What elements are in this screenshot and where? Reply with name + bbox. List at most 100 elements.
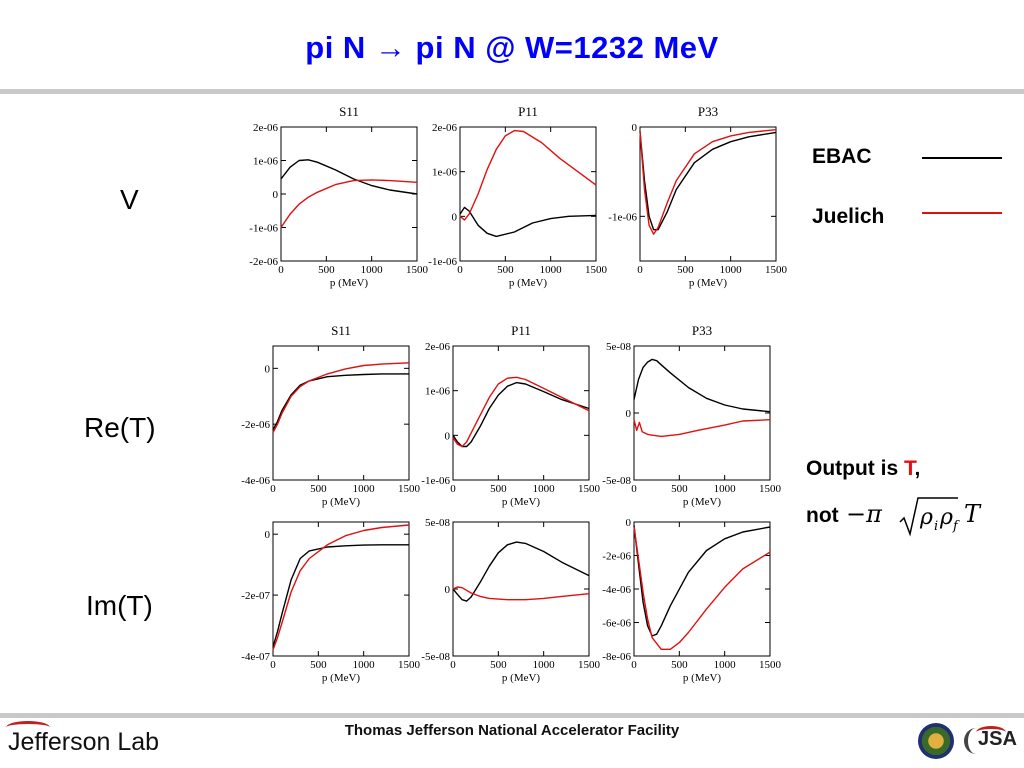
y-tick-label: 1e-06 [425,386,451,398]
y-tick-label: -1e-06 [249,223,278,235]
x-tick-label: 500 [310,483,327,495]
x-tick-label: 0 [457,264,463,276]
series-line-juelich [459,129,597,221]
x-tick-label: 1500 [765,264,788,276]
x-axis-label: p (MeV) [509,277,548,289]
plot-title: S11 [339,104,359,119]
series-line-ebac [272,544,409,648]
series-line-juelich [633,419,771,438]
math-expression: −π ρ i ρ f T [846,497,982,537]
series-line-juelich [452,376,590,448]
y-tick-label: 0 [273,189,279,201]
title-text: pi N → pi N @ W=1232 MeV [305,30,719,65]
svg-text:ρ: ρ [939,505,953,530]
note-suffix: , [914,457,921,480]
plot-frame [452,345,590,481]
x-axis-label: p (MeV) [322,496,361,508]
legend-juelich-label: Juelich [812,205,885,228]
plot-title: P33 [698,104,718,119]
jsa-logo: JSA [962,724,1020,760]
y-tick-label: 1e-06 [253,156,279,168]
x-tick-label: 0 [631,659,637,671]
x-tick-label: 1500 [578,659,601,671]
x-axis-label: p (MeV) [683,672,722,684]
series-line-juelich [639,129,777,235]
x-tick-label: 0 [450,483,456,495]
x-tick-label: 500 [490,659,507,671]
x-tick-label: 0 [450,659,456,671]
series-line-ebac [639,131,777,231]
footer-rule [0,713,1024,718]
x-tick-label: 0 [270,659,276,671]
y-tick-label: 0 [265,529,271,541]
x-tick-label: 1500 [759,483,782,495]
x-tick-label: 1500 [398,659,421,671]
plot-frame [633,345,771,481]
y-tick-label: 0 [632,122,638,134]
y-tick-label: 0 [626,408,632,420]
y-tick-label: -2e-06 [249,256,278,268]
plot-frame [272,345,410,481]
x-axis-label: p (MeV) [330,277,369,289]
x-tick-label: 1500 [759,659,782,671]
x-tick-label: 1500 [585,264,608,276]
footer-organization: Thomas Jefferson National Accelerator Fa… [344,722,680,739]
legend-juelich-line [922,212,1002,214]
svg-text:f: f [952,519,960,534]
y-tick-label: 5e-08 [606,341,632,353]
y-tick-label: -2e-06 [241,419,270,431]
row-label-im-t: Im(T) [86,590,153,621]
series-line-juelich [452,586,590,601]
row-label-re-t: Re(T) [84,412,156,443]
plot-title: P11 [511,323,531,338]
series-line-juelich [272,524,410,651]
y-tick-label: 0 [445,430,451,442]
x-axis-label: p (MeV) [689,277,728,289]
y-tick-label: -4e-07 [241,651,270,663]
svg-text:−π: −π [846,500,883,528]
note-prefix: Output is [806,457,904,480]
y-tick-label: 1e-06 [432,167,458,179]
x-tick-label: 500 [677,264,694,276]
series-line-juelich [272,362,410,433]
series-line-ebac [633,525,771,637]
series-line-ebac [452,541,590,602]
series-line-juelich [280,179,418,228]
jsa-swoosh-icon [964,728,988,754]
plot-title: P33 [692,323,712,338]
x-tick-label: 1000 [714,483,737,495]
x-tick-label: 1500 [406,264,429,276]
x-tick-label: 0 [637,264,643,276]
x-axis-label: p (MeV) [502,672,541,684]
jsa-arc-icon [976,726,1006,739]
x-tick-label: 1500 [578,483,601,495]
series-line-ebac [452,381,590,448]
plot-frame [272,521,410,657]
y-tick-label: -8e-06 [602,651,631,663]
x-tick-label: 500 [671,659,688,671]
x-tick-label: 1000 [533,659,556,671]
x-tick-label: 1000 [353,483,376,495]
svg-text:ρ: ρ [919,505,933,530]
row-label-v: V [120,184,139,215]
x-axis-label: p (MeV) [502,496,541,508]
legend-ebac-line [922,157,1002,159]
x-tick-label: 500 [497,264,514,276]
series-line-ebac [280,159,418,195]
x-tick-label: 1000 [720,264,743,276]
y-tick-label: -5e-08 [421,651,450,663]
plot-frame [280,126,418,262]
x-tick-label: 1000 [540,264,563,276]
y-tick-label: 2e-06 [432,122,458,134]
y-tick-label: 2e-06 [253,122,279,134]
y-tick-label: -4e-06 [602,584,631,596]
x-tick-label: 500 [318,264,335,276]
y-tick-label: -5e-08 [602,475,631,487]
series-line-ebac [459,206,597,238]
x-axis-label: p (MeV) [322,672,361,684]
header-rule [0,89,1024,94]
x-tick-label: 500 [310,659,327,671]
plot-frame [633,521,771,657]
x-tick-label: 0 [270,483,276,495]
